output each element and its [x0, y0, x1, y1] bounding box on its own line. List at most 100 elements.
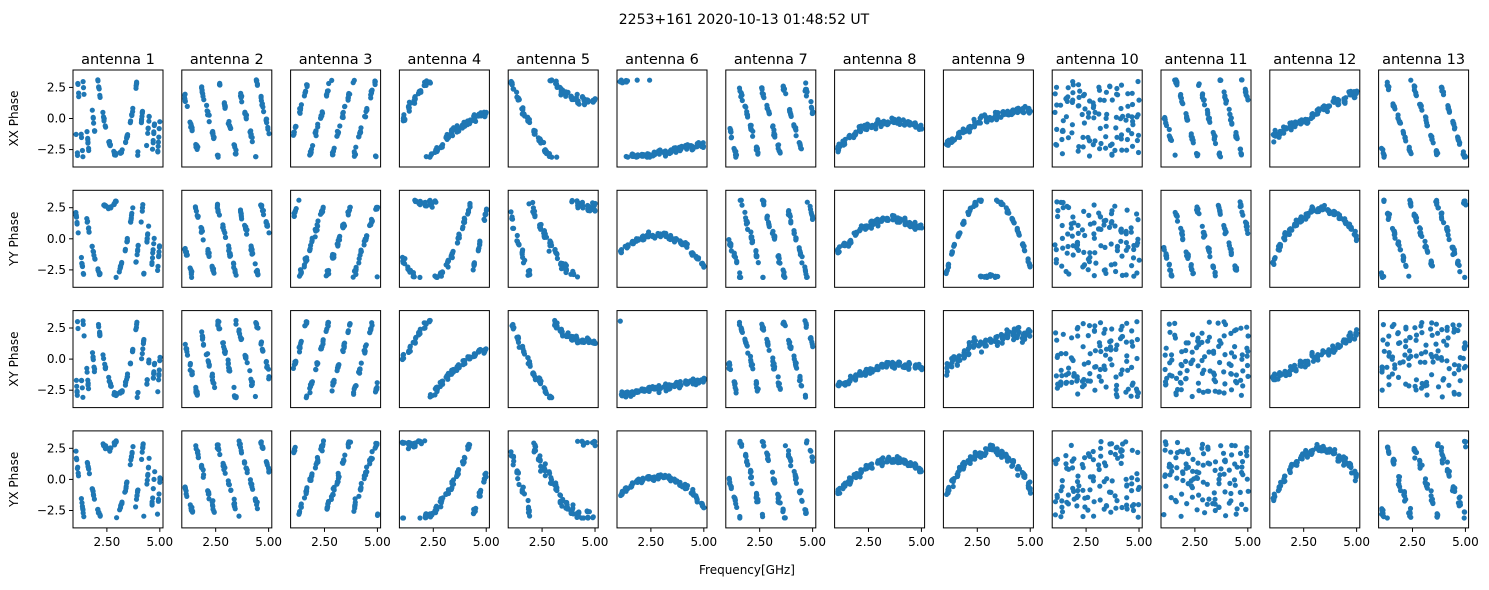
data-point [1081, 344, 1086, 349]
data-point [313, 465, 318, 470]
data-point [842, 142, 847, 147]
data-point [1092, 250, 1097, 255]
data-point [100, 110, 105, 115]
data-point [135, 395, 140, 400]
data-point [248, 377, 253, 382]
data-point [1125, 104, 1130, 109]
data-point [515, 95, 520, 100]
data-point [666, 383, 671, 388]
data-point [1082, 120, 1087, 125]
data-point [1086, 213, 1091, 218]
data-point [788, 219, 793, 224]
data-point [750, 129, 755, 134]
data-point [1112, 204, 1117, 209]
data-point [1195, 210, 1200, 215]
data-point [156, 497, 161, 502]
row-label: XY Phase [7, 331, 21, 386]
data-point [346, 439, 351, 444]
data-point [84, 129, 89, 134]
data-point [520, 344, 525, 349]
data-point [754, 381, 759, 386]
data-point [117, 266, 122, 271]
data-point [114, 515, 119, 520]
data-point [140, 351, 145, 356]
data-point [304, 487, 309, 492]
data-point [1180, 229, 1185, 234]
data-point [1087, 255, 1092, 260]
data-point [1096, 85, 1101, 90]
data-point [233, 269, 238, 274]
data-point [1315, 208, 1320, 213]
data-point [803, 395, 808, 400]
data-point [226, 243, 231, 248]
data-point [1070, 234, 1075, 239]
data-point [1180, 237, 1185, 242]
data-point [1221, 319, 1226, 324]
panel-title: antenna 13 [1382, 52, 1465, 68]
data-point [945, 268, 950, 273]
data-point [313, 130, 318, 135]
panel-1-2 [291, 190, 381, 287]
data-point [1206, 349, 1211, 354]
data-point [1444, 225, 1449, 230]
data-point [585, 99, 590, 104]
data-point [1424, 123, 1429, 128]
data-point [1134, 114, 1139, 119]
data-point [1430, 333, 1435, 338]
data-point [1124, 321, 1129, 326]
data-point [1217, 152, 1222, 157]
panel-0-7 [835, 70, 925, 167]
panel-0-8 [943, 70, 1033, 167]
data-point [1395, 115, 1400, 120]
data-point [1005, 335, 1010, 340]
data-point [259, 339, 264, 344]
panel-title: antenna 2 [190, 52, 264, 68]
panel-title: antenna 11 [1164, 52, 1247, 68]
data-point [90, 108, 95, 113]
data-point [1087, 250, 1092, 255]
data-point [520, 247, 525, 252]
data-point [1124, 353, 1129, 358]
data-point [1134, 211, 1139, 216]
data-point [1058, 382, 1063, 387]
data-point [737, 320, 742, 325]
data-point [1065, 94, 1070, 99]
data-point [1098, 349, 1103, 354]
data-point [1113, 347, 1118, 352]
data-point [302, 90, 307, 95]
data-point [1222, 352, 1227, 357]
data-point [226, 361, 231, 366]
data-point [729, 135, 734, 140]
data-point [418, 439, 423, 444]
data-point [1386, 87, 1391, 92]
axes-frame [1379, 190, 1469, 287]
data-point [1407, 335, 1412, 340]
y-tick-label: 2.5 [47, 80, 66, 94]
data-point [1217, 205, 1222, 210]
data-point [1093, 261, 1098, 266]
data-point [756, 260, 761, 265]
data-point [242, 461, 247, 466]
data-point [846, 379, 851, 384]
y-tick-label: 0.0 [47, 112, 66, 126]
data-point [1174, 392, 1179, 397]
data-point [462, 455, 467, 460]
data-point [196, 455, 201, 460]
data-point [96, 322, 101, 327]
data-point [1131, 247, 1136, 252]
data-point [264, 220, 269, 225]
data-point [1456, 363, 1461, 368]
data-point [976, 343, 981, 348]
data-point [1276, 132, 1281, 137]
data-point [422, 326, 427, 331]
data-point [356, 494, 361, 499]
data-point [1070, 214, 1075, 219]
data-point [1185, 368, 1190, 373]
data-point [253, 261, 258, 266]
data-point [1456, 138, 1461, 143]
axes-frame [617, 190, 707, 287]
data-point [650, 386, 655, 391]
data-point [80, 154, 85, 159]
data-point [677, 381, 682, 386]
data-point [744, 340, 749, 345]
